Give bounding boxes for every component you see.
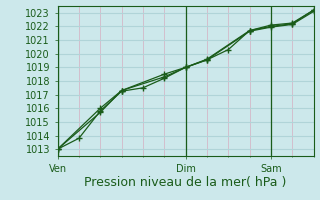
X-axis label: Pression niveau de la mer( hPa ): Pression niveau de la mer( hPa ) [84,176,287,189]
